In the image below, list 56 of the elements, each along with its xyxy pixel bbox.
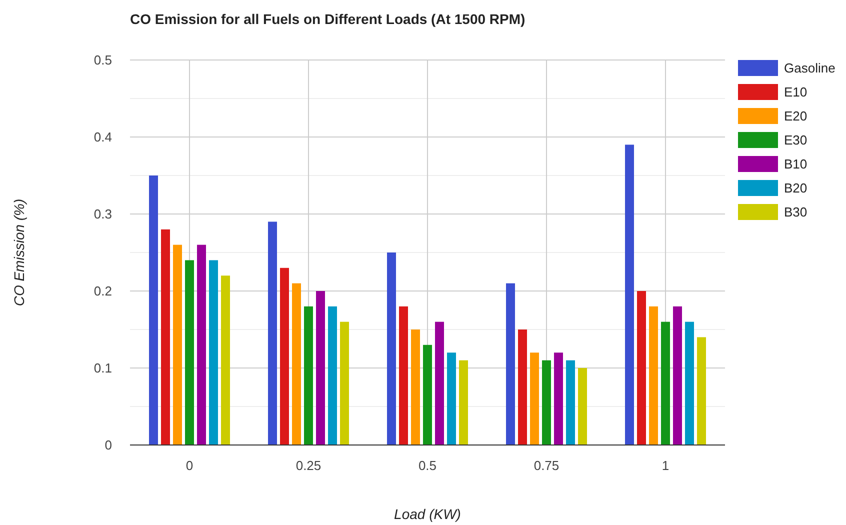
legend-label: Gasoline xyxy=(784,60,836,76)
bar xyxy=(399,306,408,445)
bar xyxy=(637,291,646,445)
bar xyxy=(268,222,277,445)
y-tick-label: 0.1 xyxy=(94,360,112,376)
bar xyxy=(197,244,206,445)
y-tick-label: 0.3 xyxy=(94,206,112,222)
bar xyxy=(649,306,658,445)
y-tick-label: 0.2 xyxy=(94,284,112,299)
x-tick-label: 0.25 xyxy=(296,458,322,473)
bar xyxy=(411,330,420,445)
bar xyxy=(625,144,634,445)
bar xyxy=(506,283,515,445)
bar xyxy=(209,260,218,445)
bar xyxy=(661,322,670,445)
bar xyxy=(292,283,301,445)
bar xyxy=(161,229,170,445)
legend-label: B30 xyxy=(784,204,808,220)
legend-label: E20 xyxy=(784,108,808,124)
x-tick-label: 0 xyxy=(186,458,194,473)
bar xyxy=(304,306,313,445)
bar xyxy=(435,322,444,445)
bar xyxy=(459,360,468,445)
bar xyxy=(685,322,694,445)
bar xyxy=(578,368,587,445)
bar xyxy=(423,344,432,445)
bar xyxy=(280,268,289,445)
y-tick-label: 0 xyxy=(104,438,112,453)
bar xyxy=(328,306,337,445)
bar xyxy=(387,252,396,445)
bar xyxy=(542,360,551,445)
bar xyxy=(149,176,158,445)
legend-label: E10 xyxy=(784,84,808,100)
legend-label: E30 xyxy=(784,132,808,148)
bar xyxy=(173,244,182,445)
bar xyxy=(447,352,456,445)
bar xyxy=(340,322,349,445)
x-tick-label: 0.75 xyxy=(534,458,560,473)
bar xyxy=(316,291,325,445)
bar xyxy=(554,352,563,445)
y-tick-label: 0.4 xyxy=(94,130,112,145)
bar xyxy=(530,352,539,445)
legend-label: B10 xyxy=(784,156,808,172)
bar xyxy=(221,276,230,445)
bar xyxy=(566,360,575,445)
bar xyxy=(518,330,527,445)
legend-label: B20 xyxy=(784,180,808,196)
y-tick-label: 0.5 xyxy=(94,52,112,68)
bar xyxy=(673,306,682,445)
y-axis-title: CO Emission (%) xyxy=(11,198,27,306)
chart-title: CO Emission for all Fuels on Different Loads (At 1500 RPM) xyxy=(130,11,526,27)
bar xyxy=(697,337,706,445)
x-tick-label: 0.5 xyxy=(418,458,437,473)
x-tick-label: 1 xyxy=(662,458,670,473)
x-axis-title: Load (KW) xyxy=(394,506,461,522)
bar xyxy=(185,260,194,445)
